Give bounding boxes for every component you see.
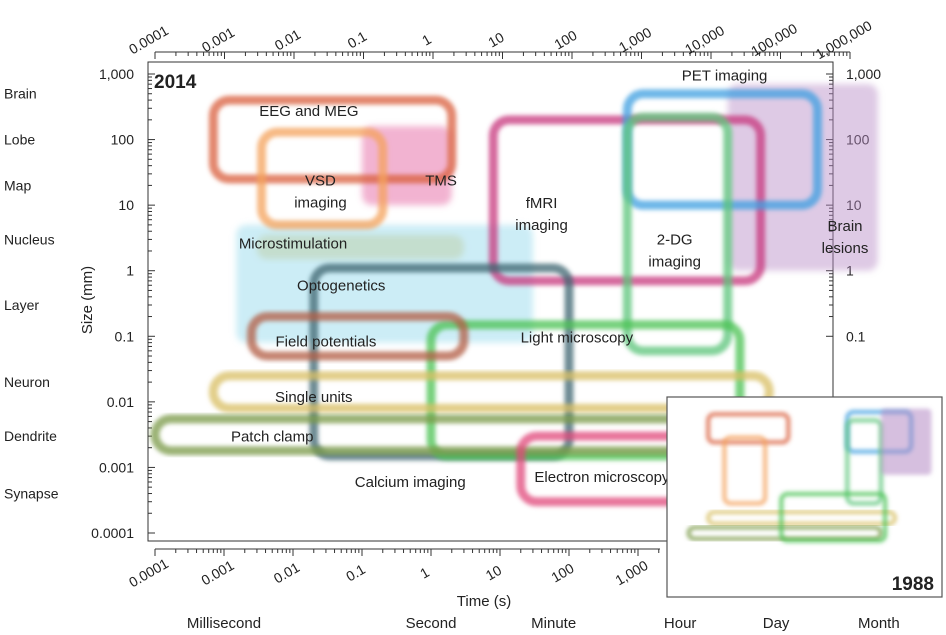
label-line: fMRI — [526, 195, 558, 212]
technique-labels: EEG and MEG VSD imaging TMS fMRI imaging PET i… — [231, 67, 868, 491]
bottom-tick-label: 0.1 — [343, 561, 368, 585]
label-line: 2-DG — [657, 232, 693, 249]
region-field-potentials — [246, 312, 469, 361]
label-2-dg-imaging: 2-DG imaging — [648, 232, 701, 271]
label-calcium-imaging: Calcium imaging — [355, 474, 466, 491]
time-landmark-second: Second — [406, 615, 457, 632]
time-landmark-minute: Minute — [531, 615, 576, 632]
label-eeg-and-meg: EEG and MEG — [259, 103, 358, 120]
x-axis-label: Time (s) — [457, 593, 511, 610]
label-line: imaging — [515, 217, 568, 234]
region-light-microscopy — [426, 320, 745, 461]
top-tick-label: 0.1 — [345, 28, 370, 52]
bottom-tick-label: 0.0001 — [126, 555, 171, 590]
label-optogenetics: Optogenetics — [297, 277, 385, 294]
size-level-map: Map — [4, 177, 31, 193]
bottom-tick-label: 1,000 — [612, 557, 651, 588]
top-tick-label: 10 — [485, 29, 507, 51]
bottom-tick-label: 1 — [417, 564, 432, 582]
left-tick-label: 0.1 — [115, 328, 135, 344]
label-fmri-imaging: fMRI imaging — [515, 195, 568, 234]
region-vsd-imaging — [257, 127, 388, 230]
y-axis-label: Size (mm) — [79, 266, 96, 334]
label-tms: TMS — [425, 172, 457, 189]
label-line: lesions — [822, 240, 869, 257]
top-tick-label: 0.001 — [199, 24, 238, 55]
top-tick-label: 0.01 — [272, 26, 304, 54]
size-level-neuron: Neuron — [4, 374, 50, 390]
label-field-potentials: Field potentials — [275, 333, 376, 350]
bottom-tick-label: 0.01 — [271, 559, 303, 587]
label-pet-imaging: PET imaging — [682, 67, 768, 84]
label-light-microscopy: Light microscopy — [521, 330, 634, 347]
left-tick-label: 0.0001 — [91, 525, 134, 541]
inset-region-brain-lesions — [881, 408, 932, 475]
right-tick-label: 1,000 — [846, 66, 881, 82]
label-line: VSD — [305, 172, 336, 189]
size-level-brain: Brain — [4, 86, 37, 102]
inset-region-eeg-and-meg — [706, 412, 791, 445]
size-level-layer: Layer — [4, 297, 39, 313]
left-tick-label: 1,000 — [99, 66, 134, 82]
label-brain-lesions: Brain lesions — [822, 218, 869, 257]
bottom-tick-label: 0.001 — [198, 557, 237, 588]
label-single-units: Single units — [275, 389, 353, 406]
label-line: imaging — [294, 194, 347, 211]
inset-1988: 1988 — [666, 396, 943, 598]
inset-region-single-units — [706, 510, 897, 526]
label-microstimulation: Microstimulation — [239, 235, 347, 252]
year-label-inset: 1988 — [892, 574, 934, 595]
region-eeg-and-meg — [208, 95, 457, 184]
time-landmark-month: Month — [858, 615, 900, 632]
region-single-units — [208, 371, 774, 413]
inset-region-vsd-imaging — [722, 435, 768, 506]
size-level-synapse: Synapse — [4, 486, 59, 502]
label-patch-clamp: Patch clamp — [231, 428, 314, 445]
label-electron-microscopy: Electron microscopy — [534, 469, 670, 486]
plot-frame — [147, 61, 834, 542]
region-brain-lesions — [727, 84, 878, 271]
bottom-tick-label: 100 — [548, 560, 576, 586]
inset-region-light-microscopy — [779, 492, 888, 543]
year-label-main: 2014 — [154, 72, 197, 93]
size-level-nucleus: Nucleus — [4, 231, 55, 247]
region-2-dg-imaging — [622, 112, 733, 356]
size-level-lobe: Lobe — [4, 132, 35, 148]
label-line: imaging — [648, 254, 701, 271]
left-tick-label: 0.001 — [99, 459, 134, 475]
left-tick-label: 0.01 — [107, 394, 134, 410]
left-tick-label: 1 — [126, 263, 134, 279]
time-landmark-hour: Hour — [664, 615, 697, 632]
time-landmark-day: Day — [763, 615, 790, 632]
right-tick-label: 0.1 — [846, 328, 866, 344]
size-level-dendrite: Dendrite — [4, 428, 57, 444]
top-tick-label: 1 — [419, 31, 434, 49]
left-tick-label: 100 — [111, 132, 135, 148]
top-tick-label: 1,000 — [616, 24, 655, 55]
label-line: Brain — [827, 218, 862, 235]
left-tick-label: 10 — [118, 197, 134, 213]
time-landmark-millisecond: Millisecond — [187, 615, 261, 632]
label-vsd-imaging: VSD imaging — [294, 172, 347, 211]
bottom-tick-label: 10 — [483, 562, 505, 584]
top-tick-label: 100 — [551, 27, 579, 53]
